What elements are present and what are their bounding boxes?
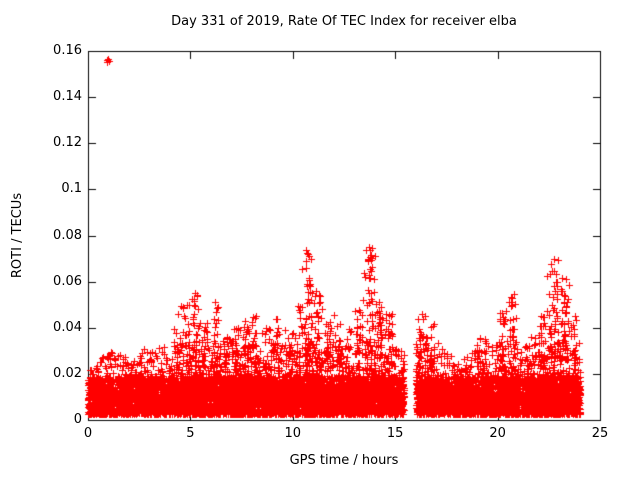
y-axis-label: ROTI / TECUs — [10, 192, 25, 279]
x-tick-label: 20 — [489, 426, 506, 441]
x-axis-label: GPS time / hours — [289, 453, 399, 468]
y-tick-label: 0.08 — [53, 227, 82, 243]
y-tick-label: 0.1 — [61, 181, 82, 197]
x-tick-label: 25 — [591, 426, 609, 441]
y-tick-label: 0.14 — [53, 89, 82, 105]
y-tick-label: 0.06 — [53, 273, 82, 289]
y-tick-label: 0.16 — [53, 43, 82, 58]
y-tick-label: 0.02 — [53, 365, 82, 381]
x-tick-label: 10 — [284, 426, 302, 441]
y-tick-label: 0.04 — [53, 319, 82, 335]
y-tick-label: 0.12 — [53, 135, 82, 151]
x-tick-label: 15 — [386, 426, 404, 441]
y-tick-label: 0 — [73, 412, 82, 427]
x-tick-label: 5 — [186, 426, 195, 441]
x-tick-label: 0 — [83, 426, 93, 441]
chart-title: Day 331 of 2019, Rate Of TEC Index for r… — [171, 14, 517, 29]
